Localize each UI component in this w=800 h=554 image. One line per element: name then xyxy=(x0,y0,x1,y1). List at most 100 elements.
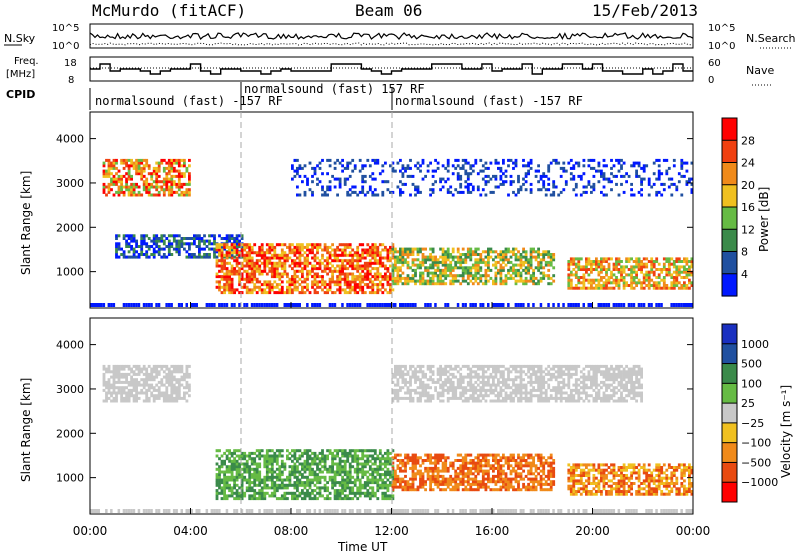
heatmap-cell-region-1 xyxy=(346,494,350,498)
heatmap-cell-region-2 xyxy=(218,275,221,279)
heatmap-cell-region-2 xyxy=(253,243,257,247)
heatmap-cell-region-4 xyxy=(574,276,578,279)
heatmap-cell-region-5 xyxy=(399,193,402,197)
heatmap-cell-region-3 xyxy=(474,279,478,283)
heatmap-cell-region-0 xyxy=(132,364,136,368)
heatmap-cell-region-2 xyxy=(351,256,355,260)
heatmap-cell-region-2 xyxy=(451,480,455,484)
heatmap-cell-region-2 xyxy=(361,248,365,252)
heatmap-cell-region-5 xyxy=(670,182,674,186)
heatmap-cell-region-0 xyxy=(167,180,171,184)
heatmap-cell-region-3 xyxy=(466,274,470,278)
heatmap-cell-region-5 xyxy=(333,166,337,170)
heatmap-cell-region-2 xyxy=(278,261,282,265)
heatmap-cell-region-1 xyxy=(353,483,357,487)
heatmap-cell-region-1 xyxy=(336,497,339,501)
heatmap-cell-region-5 xyxy=(497,185,500,189)
heatmap-cell-region-0 xyxy=(112,386,116,390)
heatmap-cell-region-3 xyxy=(509,260,513,264)
heatmap-cell-region-1 xyxy=(167,242,171,246)
heatmap-cell-region-5 xyxy=(291,177,294,181)
heatmap-cell-region-1 xyxy=(366,494,370,498)
heatmap-cell-region-2 xyxy=(396,480,400,484)
heatmap-cell-region-2 xyxy=(233,269,236,273)
heatmap-cell-region-2 xyxy=(429,488,432,492)
heatmap-cell-near-range xyxy=(602,303,606,307)
heatmap-cell-region-3 xyxy=(411,276,415,280)
heatmap-cell-region-0 xyxy=(147,166,151,170)
heatmap-cell-region-0 xyxy=(110,164,113,168)
heatmap-cell-region-0 xyxy=(102,190,106,194)
heatmap-cell-region-4 xyxy=(585,278,588,282)
heatmap-cell-region-1 xyxy=(346,475,350,479)
heatmap-cell-region-3 xyxy=(449,260,453,264)
heatmap-cell-region-3 xyxy=(414,282,417,286)
heatmap-cell-region-3 xyxy=(464,279,468,283)
heatmap-cell-region-3 xyxy=(411,260,415,264)
heatmap-cell-region-4 xyxy=(595,268,598,271)
heatmap-cell-region-5 xyxy=(451,164,455,168)
heatmap-cell-region-0 xyxy=(162,391,166,395)
heatmap-cell-region-1 xyxy=(208,255,211,259)
heatmap-cell-region-2 xyxy=(253,277,257,281)
heatmap-cell-region-0 xyxy=(107,185,111,189)
heatmap-cell-region-5 xyxy=(358,190,362,194)
heatmap-cell-region-1 xyxy=(371,449,375,453)
heatmap-cell-region-2 xyxy=(218,264,221,268)
heatmap-cell-region-2 xyxy=(399,459,402,462)
heatmap-cell-region-2 xyxy=(233,251,236,255)
heatmap-cell-region-3 xyxy=(439,271,442,275)
heatmap-cell-region-3 xyxy=(466,255,470,259)
heatmap-cell-region-1 xyxy=(157,237,161,240)
heatmap-cell-region-1 xyxy=(273,489,277,493)
heatmap-cell-region-5 xyxy=(381,190,385,194)
heatmap-cell-region-2 xyxy=(235,288,239,292)
heatmap-cell-region-1 xyxy=(238,245,241,248)
heatmap-cell-region-1 xyxy=(273,486,277,490)
heatmap-cell-region-2 xyxy=(336,245,339,249)
heatmap-cell-region-2 xyxy=(218,269,221,273)
heatmap-cell-region-0 xyxy=(117,386,121,390)
heatmap-cell-region-1 xyxy=(263,494,267,498)
heatmap-cell-region-2 xyxy=(378,256,382,260)
heatmap-cell-region-3 xyxy=(419,276,422,280)
heatmap-cell-region-4 xyxy=(672,270,676,274)
heatmap-cell-region-1 xyxy=(336,473,339,477)
heatmap-cell-region-2 xyxy=(396,474,400,478)
heatmap-cell-region-0 xyxy=(127,380,131,384)
heatmap-cell-region-3 xyxy=(517,263,520,267)
heatmap-cell-region-1 xyxy=(293,491,297,495)
heatmap-cell-region-0 xyxy=(170,378,174,382)
heatmap-cell-region-4 xyxy=(662,278,666,282)
heatmap-cell-region-2 xyxy=(416,485,420,489)
heatmap-cell-region-0 xyxy=(127,169,131,173)
heatmap-cell-region-2 xyxy=(476,464,480,468)
heatmap-cell-region-1 xyxy=(336,449,339,453)
heatmap-cell-region-2 xyxy=(326,291,329,295)
heatmap-cell-region-2 xyxy=(250,269,254,273)
heatmap-cell-region-5 xyxy=(494,174,498,178)
heatmap-cell-region-2 xyxy=(336,256,339,260)
heatmap-cell-region-0 xyxy=(107,367,111,371)
heatmap-cell-region-1 xyxy=(238,462,241,466)
heatmap-cell-region-0 xyxy=(175,386,179,390)
heatmap-cell-region-1 xyxy=(286,478,289,482)
heatmap-cell-region-4 xyxy=(690,273,694,277)
heatmap-cell-region-2 xyxy=(326,251,329,255)
heatmap-cell-region-2 xyxy=(265,285,269,289)
heatmap-cell-region-3 xyxy=(522,282,525,286)
heatmap-cell-region-5 xyxy=(293,169,297,173)
heatmap-cell-region-2 xyxy=(459,472,463,476)
heatmap-cell-region-4 xyxy=(655,268,659,271)
heatmap-cell-region-1 xyxy=(336,491,339,495)
heatmap-cell-region-2 xyxy=(250,277,254,281)
heatmap-cell-region-2 xyxy=(220,269,224,273)
heatmap-cell-region-1 xyxy=(326,454,329,458)
heatmap-cell-region-4 xyxy=(645,257,649,261)
heatmap-cell-region-0 xyxy=(162,383,166,387)
heatmap-cell-region-2 xyxy=(283,272,287,276)
heatmap-cell-region-4 xyxy=(617,278,621,282)
heatmap-cell-region-1 xyxy=(378,451,382,455)
heatmap-cell-region-2 xyxy=(311,245,314,249)
heatmap-cell-region-1 xyxy=(386,494,390,498)
